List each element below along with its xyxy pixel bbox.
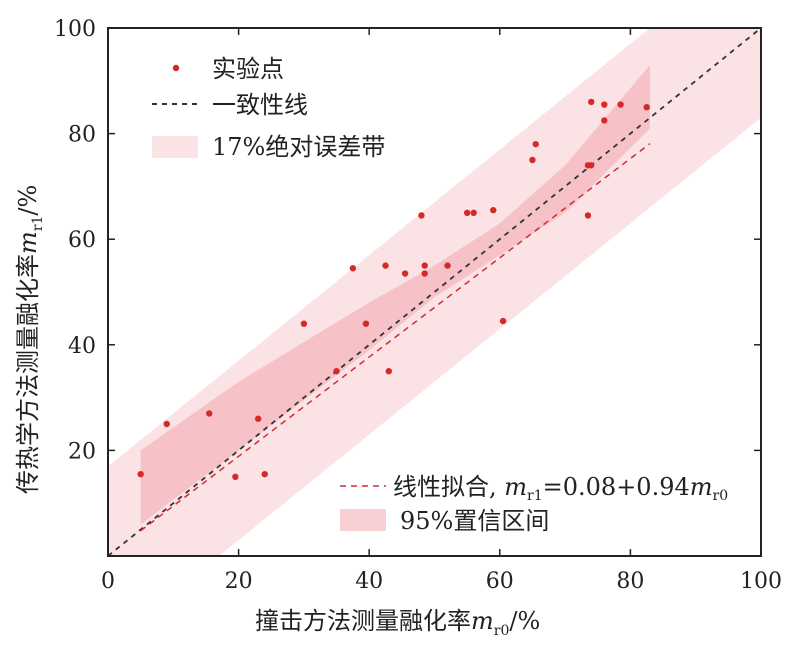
y-tick-label: 20 [68,439,96,464]
legend-fit-label: 线性拟合, mr1=0.08+0.94mr0 [393,473,728,504]
y-axis-title: 传热学方法测量融化率mr1/% [14,185,46,494]
confidence-band [140,64,650,525]
data-point [444,262,451,269]
legend-points-label: 实验点 [212,55,284,83]
data-point [333,368,340,375]
data-point [421,262,428,269]
y-tick-label: 80 [68,123,96,148]
x-tick-label: 100 [740,569,782,594]
data-point [532,140,539,148]
data-point [261,470,268,478]
data-point [463,209,471,216]
data-point [254,415,262,422]
plot-frame [107,27,762,557]
data-point [529,156,536,164]
data-point [499,317,507,325]
x-tick-label: 40 [355,569,383,594]
data-point [137,470,144,478]
legend-band-label: 17%绝对误差带 [212,133,385,161]
y-tick-label: 60 [68,228,96,253]
x-tick-label: 80 [616,569,644,594]
lines-layer [108,28,761,556]
data-point [588,162,595,169]
legend-bottom: 线性拟合, mr1=0.08+0.94mr0 95%置信区间 [340,473,728,535]
ticks-layer: 0 20 40 60 80 100 20 40 60 80 100 [54,17,782,594]
data-point [490,206,497,214]
data-point [349,265,357,272]
y-tick-label: 40 [68,334,96,359]
data-point [601,117,608,124]
x-tick-label: 60 [486,569,514,594]
data-point [163,420,170,428]
x-tick-label: 0 [101,569,115,594]
legend-band-marker [152,136,198,158]
data-point [601,101,608,108]
data-point [584,212,592,219]
y-tick-label: 100 [54,17,96,42]
data-point [421,270,428,277]
data-point [470,209,477,216]
points-layer [137,98,650,480]
data-point [385,368,392,375]
data-point [232,473,239,480]
x-tick-label: 20 [225,569,253,594]
data-point [617,101,624,108]
legend-identity-label: 一致性线 [212,91,308,119]
x-axis-title: 撞击方法测量融化率mr0/% [255,607,540,639]
fit-line [140,143,651,532]
error-band [108,28,761,556]
data-point [588,98,595,106]
data-point [401,270,409,277]
data-point [643,104,650,111]
data-point [300,320,308,327]
legend-top: 实验点 一致性线 17%绝对误差带 [152,55,385,161]
data-point [382,262,389,269]
bands-layer [108,28,761,556]
legend-point-marker [172,64,180,72]
legend-ci-label: 95%置信区间 [400,507,549,535]
data-point [362,320,370,327]
data-point [206,410,213,417]
legend-ci-marker [340,509,386,531]
data-point [418,212,425,219]
